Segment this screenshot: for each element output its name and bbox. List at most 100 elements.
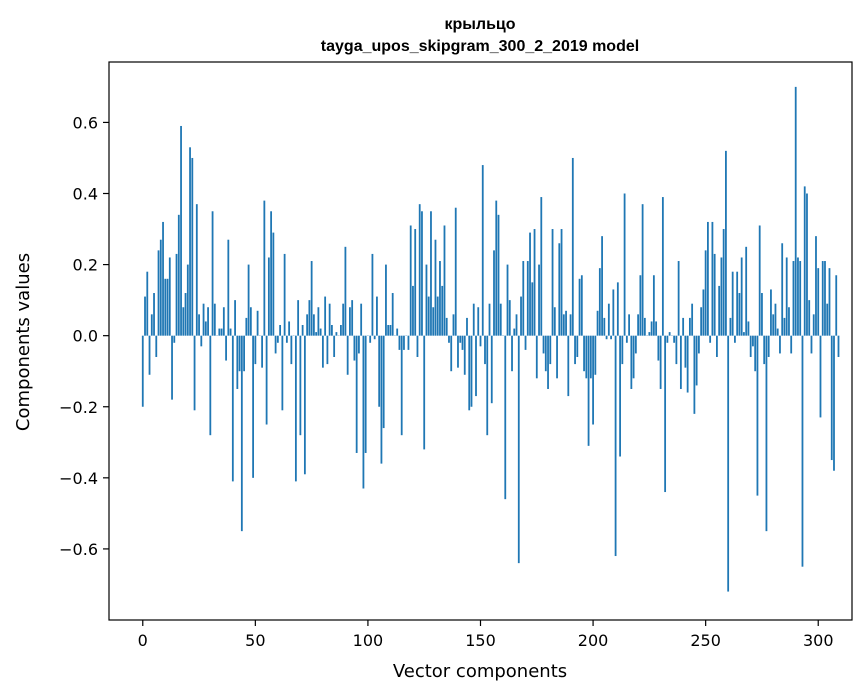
bar: [657, 335, 660, 361]
bar: [587, 335, 590, 446]
bar: [299, 335, 302, 436]
bar: [495, 200, 498, 336]
bar: [628, 314, 630, 336]
bar: [524, 335, 527, 350]
bar: [506, 264, 509, 336]
bar: [225, 335, 227, 361]
bar: [571, 157, 574, 336]
bar: [747, 321, 750, 336]
bar: [373, 335, 376, 340]
bar: [240, 335, 243, 532]
bar: [220, 328, 223, 336]
bar: [725, 150, 727, 336]
bar: [634, 335, 637, 354]
bar: [157, 250, 160, 336]
bar: [779, 335, 781, 354]
x-tick-label: 250: [690, 631, 721, 650]
bar: [781, 243, 784, 336]
bar: [448, 335, 450, 343]
bar: [418, 204, 421, 336]
bar: [565, 310, 567, 336]
bar: [249, 307, 252, 336]
bar: [745, 246, 748, 336]
bar: [335, 332, 338, 336]
bar: [707, 221, 709, 336]
bar: [441, 285, 444, 336]
bar: [425, 264, 428, 336]
bar: [324, 296, 327, 336]
y-tick-label: 0.2: [73, 256, 98, 275]
bar: [713, 253, 716, 336]
bar: [274, 335, 277, 354]
bar: [312, 314, 315, 336]
bar: [797, 257, 799, 336]
bar: [349, 307, 351, 336]
bar: [207, 307, 209, 336]
bar: [477, 307, 480, 336]
bar: [824, 261, 826, 336]
bar: [303, 335, 306, 475]
bar: [601, 236, 603, 336]
bar: [758, 225, 761, 336]
bar: [679, 335, 682, 389]
bar: [770, 289, 772, 336]
bar: [619, 335, 621, 457]
bar: [641, 204, 644, 336]
bar: [166, 278, 169, 336]
bar: [439, 261, 441, 336]
chart-subtitle: tayga_upos_skipgram_300_2_2019 model: [321, 38, 639, 55]
bar: [810, 335, 813, 354]
y-axis-label: Components values: [13, 253, 34, 431]
bar: [749, 335, 752, 357]
bar: [828, 268, 831, 336]
bar: [560, 229, 563, 336]
bar: [826, 303, 829, 336]
bar: [484, 335, 486, 365]
x-tick-label: 150: [465, 631, 496, 650]
bar: [360, 303, 363, 336]
bar: [175, 253, 178, 336]
bar: [148, 335, 151, 375]
bar: [146, 271, 149, 336]
bar: [643, 317, 646, 336]
bar: [315, 332, 318, 336]
bar: [461, 335, 464, 350]
y-tick-label: −0.4: [59, 469, 98, 488]
bar: [585, 335, 588, 379]
bar: [276, 335, 279, 343]
bar: [387, 325, 390, 336]
bar: [788, 307, 790, 336]
bar: [664, 335, 667, 493]
bar: [625, 335, 628, 343]
bar: [204, 321, 207, 336]
bar: [261, 335, 263, 368]
bar: [351, 300, 354, 336]
bar: [569, 314, 572, 336]
bar: [691, 303, 694, 336]
bar: [547, 335, 549, 389]
bar: [709, 335, 712, 343]
bar: [698, 335, 700, 354]
bar: [815, 236, 817, 336]
bar: [265, 335, 268, 425]
x-tick-label: 0: [138, 631, 148, 650]
bar: [817, 268, 820, 336]
bar: [245, 317, 248, 336]
bar: [754, 335, 757, 372]
bar: [594, 335, 597, 375]
bar: [639, 275, 642, 336]
bar: [333, 335, 336, 357]
bar: [479, 335, 482, 347]
bar: [173, 335, 176, 343]
bar: [144, 296, 146, 336]
bar: [607, 303, 610, 336]
bar: [344, 246, 347, 336]
bar: [267, 257, 270, 336]
bar: [648, 332, 651, 336]
bar: [306, 314, 309, 336]
bar: [319, 328, 322, 336]
bar: [603, 317, 606, 336]
bar: [436, 296, 439, 336]
bar: [247, 264, 250, 336]
bar: [430, 211, 432, 336]
